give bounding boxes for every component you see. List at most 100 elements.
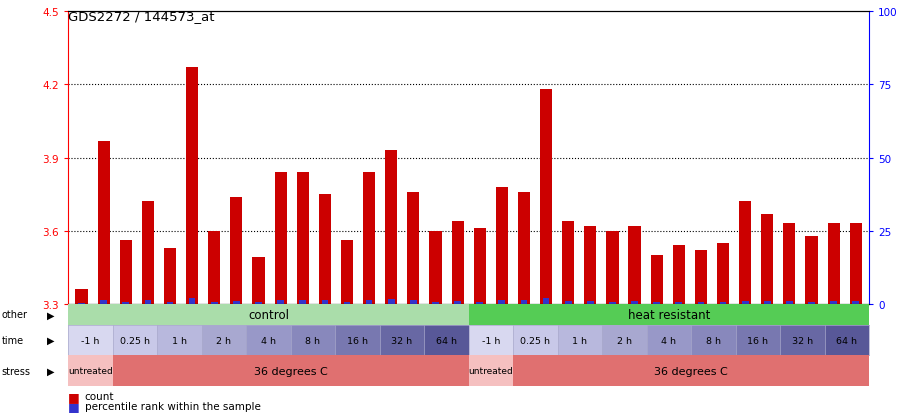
Text: -1 h: -1 h	[481, 336, 501, 345]
Bar	[78, 303, 85, 304]
Bar	[341, 241, 353, 304]
Bar	[720, 302, 726, 304]
Bar	[255, 303, 262, 304]
Bar	[97, 141, 110, 304]
Bar	[123, 302, 129, 304]
Bar	[363, 173, 375, 304]
Bar	[672, 246, 685, 304]
Bar	[230, 197, 242, 304]
Text: 1 h: 1 h	[172, 336, 187, 345]
Text: 4 h: 4 h	[261, 336, 276, 345]
Text: count: count	[85, 391, 114, 401]
Text: 2 h: 2 h	[617, 336, 632, 345]
Bar	[562, 221, 574, 304]
Text: stress: stress	[2, 366, 31, 376]
Bar	[695, 251, 707, 304]
Bar	[739, 202, 752, 304]
Text: ▶: ▶	[47, 366, 55, 376]
Text: time: time	[2, 335, 24, 345]
Bar	[629, 226, 641, 304]
Bar	[76, 290, 87, 304]
Text: 0.25 h: 0.25 h	[120, 336, 150, 345]
Text: -1 h: -1 h	[81, 336, 100, 345]
Bar	[763, 301, 771, 304]
Bar	[584, 226, 596, 304]
Bar	[252, 258, 265, 304]
Bar	[321, 301, 329, 304]
Text: 32 h: 32 h	[792, 336, 813, 345]
Bar	[499, 301, 505, 304]
Bar	[761, 214, 774, 304]
Text: other: other	[2, 310, 28, 320]
Bar	[496, 188, 508, 304]
Bar	[145, 301, 151, 304]
Text: percentile rank within the sample: percentile rank within the sample	[85, 401, 260, 411]
Text: GDS2272 / 144573_at: GDS2272 / 144573_at	[68, 10, 215, 23]
Bar	[385, 151, 398, 304]
Text: ■: ■	[68, 390, 80, 403]
Bar	[164, 248, 177, 304]
Bar	[344, 302, 350, 304]
Bar	[299, 300, 306, 304]
Text: control: control	[248, 308, 289, 321]
Bar	[784, 224, 795, 304]
Bar	[827, 224, 840, 304]
Bar	[609, 302, 616, 304]
Bar	[540, 90, 552, 304]
Bar	[388, 299, 395, 304]
Text: 64 h: 64 h	[836, 336, 857, 345]
Text: 16 h: 16 h	[347, 336, 368, 345]
Bar	[208, 231, 220, 304]
Bar	[120, 241, 132, 304]
Text: 64 h: 64 h	[436, 336, 457, 345]
Text: ▶: ▶	[47, 335, 55, 345]
Bar	[717, 243, 729, 304]
Bar	[278, 300, 284, 304]
Bar	[454, 301, 461, 304]
Text: untreated: untreated	[469, 366, 513, 375]
Text: heat resistant: heat resistant	[628, 308, 710, 321]
Bar	[830, 301, 837, 304]
Bar	[297, 173, 308, 304]
Text: 2 h: 2 h	[217, 336, 231, 345]
Text: 8 h: 8 h	[706, 336, 721, 345]
Bar	[476, 302, 483, 304]
Bar	[850, 224, 862, 304]
Bar	[366, 300, 372, 304]
Bar	[233, 301, 239, 304]
Bar	[186, 68, 198, 304]
Bar	[318, 195, 331, 304]
Bar	[473, 229, 486, 304]
Bar	[188, 298, 196, 304]
Bar	[142, 202, 154, 304]
Bar	[632, 301, 638, 304]
Bar	[542, 298, 550, 304]
Bar	[521, 301, 527, 304]
Bar	[408, 192, 420, 304]
Bar	[698, 303, 704, 304]
Text: 4 h: 4 h	[662, 336, 676, 345]
Bar	[565, 301, 571, 304]
Bar	[587, 301, 593, 304]
Bar	[211, 302, 217, 304]
Bar	[451, 221, 464, 304]
Text: 16 h: 16 h	[747, 336, 768, 345]
Bar	[275, 173, 287, 304]
Bar	[167, 303, 173, 304]
Text: 0.25 h: 0.25 h	[521, 336, 551, 345]
Text: ▶: ▶	[47, 310, 55, 320]
Bar	[410, 301, 417, 304]
Bar	[675, 302, 682, 304]
Text: 8 h: 8 h	[306, 336, 320, 345]
Text: 36 degrees C: 36 degrees C	[654, 366, 728, 376]
Text: untreated: untreated	[68, 366, 113, 375]
Text: 32 h: 32 h	[391, 336, 412, 345]
Bar	[808, 302, 814, 304]
Text: 1 h: 1 h	[572, 336, 587, 345]
Bar	[742, 301, 749, 304]
Bar	[518, 192, 530, 304]
Bar	[606, 231, 619, 304]
Bar	[651, 255, 662, 304]
Bar	[653, 303, 660, 304]
Bar	[853, 301, 859, 304]
